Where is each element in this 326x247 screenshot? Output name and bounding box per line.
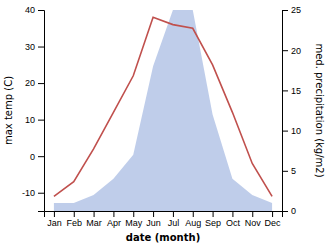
tick: 25 xyxy=(282,5,301,15)
tick: Mar xyxy=(86,211,102,228)
tick-label: 30 xyxy=(25,42,35,52)
tick: Jul xyxy=(168,211,180,228)
plot-area: Jan Feb Mar Apr MayJun Jul Aug Sep Oct NovDec -10 0… xyxy=(3,5,325,243)
tick-mark xyxy=(173,211,174,217)
tick-label: 15 xyxy=(291,86,301,96)
tick-label: Aug xyxy=(185,218,201,228)
tick: May xyxy=(125,211,143,228)
tick-label: 0 xyxy=(291,206,296,216)
tick-mark xyxy=(38,120,44,121)
tick: 20 xyxy=(25,78,44,88)
tick-label: 20 xyxy=(291,46,301,56)
tick-label: Jun xyxy=(146,218,161,228)
tick-label: Mar xyxy=(86,218,102,228)
tick-mark xyxy=(38,47,44,48)
tick: Nov xyxy=(245,211,262,228)
tick-mark xyxy=(252,211,253,217)
tick: Sep xyxy=(205,211,221,228)
axis-line xyxy=(38,11,45,212)
tick-label: Jan xyxy=(47,218,62,228)
y2-axis: 0 5 10 15 20 25 xyxy=(282,5,301,216)
tick-mark xyxy=(74,211,75,217)
tick-mark xyxy=(282,171,288,172)
tick: -10 xyxy=(22,188,44,198)
line xyxy=(54,17,272,196)
tick: Oct xyxy=(226,211,241,228)
tick-mark xyxy=(54,211,55,217)
tick-mark xyxy=(282,10,288,11)
tick-label: Feb xyxy=(66,218,82,228)
tick: 10 xyxy=(282,126,301,136)
tick: Dec xyxy=(265,211,282,228)
tick-mark xyxy=(282,211,288,212)
marks xyxy=(54,10,272,211)
tick-label: Jul xyxy=(168,218,180,228)
y-axis-title: max temp (C) xyxy=(3,76,14,145)
tick-mark xyxy=(38,10,44,11)
tick-label: Nov xyxy=(245,218,262,228)
tick-mark xyxy=(282,131,288,132)
tick-label: 5 xyxy=(291,166,296,176)
tick-label: 10 xyxy=(291,126,301,136)
chart: Jan Feb Mar Apr MayJun Jul Aug Sep Oct NovDec -10 0… xyxy=(0,0,326,247)
tick-mark xyxy=(38,156,44,157)
tick-mark xyxy=(282,50,288,51)
tick-mark xyxy=(38,83,44,84)
tick: 30 xyxy=(25,42,44,52)
axis-line xyxy=(283,11,289,212)
axis-line xyxy=(45,212,283,218)
tick-label: Sep xyxy=(205,218,221,228)
area xyxy=(54,10,272,211)
tick-mark xyxy=(133,211,134,217)
tick-label: May xyxy=(125,218,143,228)
tick: 0 xyxy=(30,152,44,162)
tick-mark xyxy=(38,193,44,194)
tick-label: -10 xyxy=(22,188,35,198)
tick: 5 xyxy=(282,166,296,176)
tick-label: 40 xyxy=(25,5,35,15)
tick-label: 25 xyxy=(291,5,301,15)
tick-mark xyxy=(213,211,214,217)
tick-label: 10 xyxy=(25,115,35,125)
tick: Jun xyxy=(146,211,161,228)
tick: Apr xyxy=(107,211,121,228)
tick: 20 xyxy=(282,46,301,56)
x-axis-title: date (month) xyxy=(126,232,200,243)
tick-label: 20 xyxy=(25,78,35,88)
tick: 10 xyxy=(25,115,44,125)
x-axis: Jan Feb Mar Apr MayJun Jul Aug Sep Oct NovDec xyxy=(45,211,283,228)
tick: 40 xyxy=(25,5,44,15)
tick: Feb xyxy=(66,211,82,228)
tick: 0 xyxy=(282,206,296,216)
tick-mark xyxy=(282,90,288,91)
tick-mark xyxy=(232,211,233,217)
y2-axis-title: med. precipitation (kg/m2) xyxy=(314,43,325,177)
tick-mark xyxy=(272,211,273,217)
tick-mark xyxy=(113,211,114,217)
tick-mark xyxy=(94,211,95,217)
tick-mark xyxy=(153,211,154,217)
tick: 15 xyxy=(282,86,301,96)
tick-label: Oct xyxy=(226,218,241,228)
tick-label: Apr xyxy=(107,218,121,228)
y-axis: -10 0 10 20 30 40 xyxy=(22,5,45,211)
tick-label: 0 xyxy=(30,152,35,162)
tick-label: Dec xyxy=(265,218,282,228)
tick-mark xyxy=(193,211,194,217)
tick: Jan xyxy=(47,211,62,228)
tick: Aug xyxy=(185,211,201,228)
